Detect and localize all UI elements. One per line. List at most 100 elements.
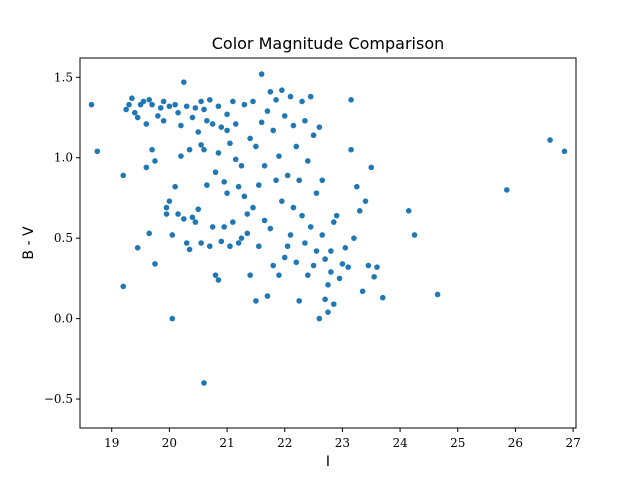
data-point	[247, 135, 253, 142]
data-point	[163, 211, 170, 217]
data-point	[146, 97, 153, 103]
data-point	[163, 204, 170, 211]
data-point	[279, 87, 285, 93]
data-point	[333, 212, 340, 219]
data-point	[209, 121, 216, 127]
data-point	[143, 121, 150, 127]
data-point	[201, 106, 207, 113]
data-point	[206, 243, 213, 250]
data-point	[227, 140, 233, 147]
data-point	[307, 224, 314, 230]
data-point	[201, 146, 207, 153]
data-point	[253, 298, 259, 304]
data-point	[212, 169, 219, 176]
data-point	[279, 198, 285, 204]
data-point	[244, 230, 251, 237]
data-point	[224, 190, 230, 196]
data-point	[218, 124, 225, 130]
data-point	[270, 127, 277, 134]
y-tick-label: 0.5	[54, 231, 73, 245]
data-point	[232, 121, 239, 127]
data-point	[235, 240, 242, 246]
data-point	[336, 275, 343, 282]
data-point	[264, 293, 271, 299]
y-axis-label: B - V	[21, 226, 37, 260]
data-point	[316, 315, 323, 322]
data-point	[434, 291, 441, 298]
x-tick-label: 19	[104, 436, 119, 450]
data-point	[215, 150, 222, 156]
data-point	[316, 124, 323, 130]
data-point	[183, 240, 190, 246]
data-point	[129, 95, 135, 102]
chart-title: Color Magnitude Comparison	[212, 34, 445, 53]
data-point	[201, 380, 207, 386]
data-point	[235, 183, 242, 190]
data-point	[273, 177, 279, 184]
data-point	[305, 158, 311, 164]
data-point	[178, 122, 184, 129]
data-point	[322, 296, 328, 303]
data-point	[255, 243, 262, 250]
data-point	[241, 193, 248, 200]
data-point	[189, 114, 196, 121]
data-point	[169, 315, 176, 322]
data-point	[255, 182, 262, 188]
data-point	[281, 254, 288, 261]
data-point	[313, 248, 320, 254]
y-tick-label: 1.0	[54, 151, 73, 165]
data-point	[284, 243, 291, 250]
data-point	[120, 172, 127, 179]
data-point	[192, 105, 199, 111]
data-point	[123, 106, 129, 113]
data-point	[276, 153, 282, 159]
data-point	[547, 137, 553, 143]
data-point	[183, 103, 190, 110]
data-point	[247, 272, 253, 278]
y-axis: −0.5 0.0 0.5 1.0 1.5	[44, 70, 80, 406]
x-tick-label: 20	[162, 436, 177, 450]
points-layer	[88, 71, 568, 386]
data-point	[379, 294, 386, 301]
data-point	[94, 148, 101, 155]
data-point	[218, 238, 225, 245]
data-point	[224, 111, 230, 118]
data-point	[374, 264, 380, 270]
data-point	[244, 211, 251, 217]
data-point	[166, 198, 173, 204]
data-point	[149, 146, 155, 153]
data-point	[261, 162, 268, 169]
x-axis: 19 20 21 22 23 24 25 26 27	[104, 428, 581, 450]
data-point	[354, 183, 360, 190]
data-point	[267, 225, 274, 232]
data-point	[319, 177, 326, 184]
data-point	[307, 93, 314, 100]
data-point	[362, 198, 369, 204]
data-point	[209, 224, 216, 230]
data-point	[267, 88, 274, 95]
data-point	[134, 245, 141, 251]
data-point	[302, 117, 308, 124]
data-point	[198, 142, 204, 148]
data-point	[405, 208, 412, 214]
x-tick-label: 23	[335, 436, 350, 450]
data-point	[146, 230, 153, 237]
data-point	[172, 183, 178, 190]
data-point	[261, 217, 268, 224]
data-point	[238, 235, 245, 241]
data-point	[258, 119, 265, 126]
data-point	[186, 246, 193, 253]
x-axis-label: I	[326, 454, 330, 470]
data-point	[160, 98, 167, 105]
data-point	[215, 277, 222, 283]
data-point	[126, 101, 132, 108]
data-point	[287, 93, 294, 100]
x-tick-label: 25	[450, 436, 465, 450]
data-point	[561, 148, 568, 155]
data-point	[221, 179, 227, 185]
data-point	[276, 272, 282, 278]
data-point	[348, 97, 354, 103]
data-point	[152, 158, 158, 164]
data-point	[290, 204, 297, 211]
data-point	[284, 172, 291, 179]
